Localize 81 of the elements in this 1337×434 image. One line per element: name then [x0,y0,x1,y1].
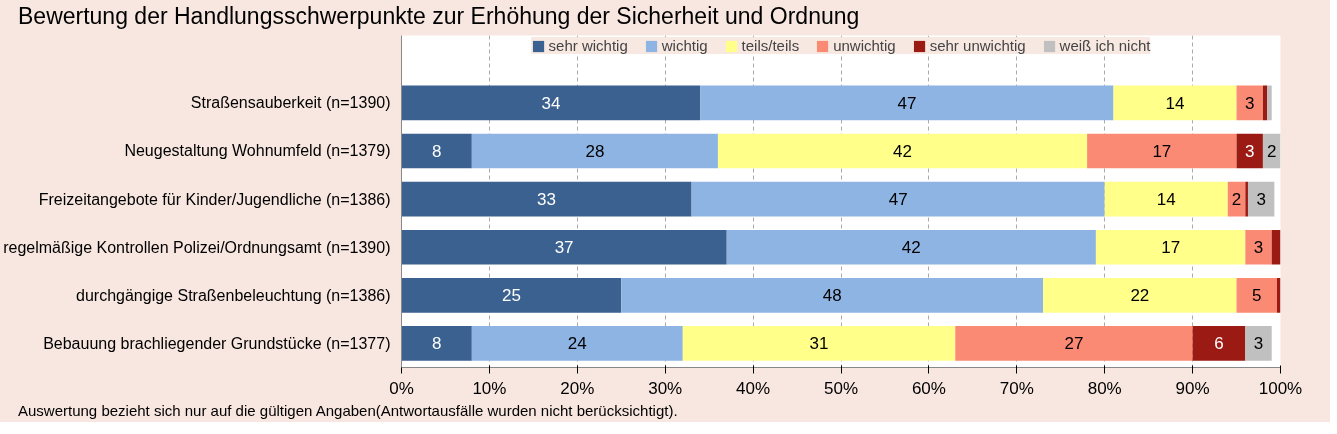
data-label: 5 [1252,286,1262,306]
bar [1245,229,1272,265]
data-label: 2 [1266,141,1277,161]
bar [471,326,683,361]
bar [401,85,701,121]
x-tick-label: 80% [1087,378,1122,398]
y-tick-label: Freizeitangebote für Kinder/Jugendliche (n=1386) [38,190,391,208]
data-label: 47 [897,93,917,113]
data-label: 17 [1161,238,1181,258]
data-label: 37 [554,238,574,258]
x-tick-label: 100% [1258,378,1303,398]
data-label: 25 [501,286,521,306]
data-label: 3 [1245,93,1255,113]
y-tick-label: Straßensauberkeit (n=1390) [190,94,391,112]
bar [1043,278,1237,313]
data-label: 27 [1064,334,1084,354]
data-label: 17 [1152,141,1172,161]
data-label: 24 [567,334,587,354]
data-label: 48 [822,286,842,306]
legend-label: sehr wichtig [548,37,628,54]
x-tick-label: 50% [823,378,859,398]
chart-title: Bewertung der Handlungsschwerpunkte zur Erhöhung der Sicherheit und Ordnung [18,2,860,31]
legend-label: teils/teils [741,37,800,54]
bar [691,181,1105,217]
x-tick-label: 40% [736,378,771,398]
x-tick-label: 0% [389,378,414,398]
bar [1267,85,1272,121]
bar [955,326,1193,361]
bar [401,181,692,217]
data-label: 8 [431,141,442,161]
text: Auswertung bezieht sich nur auf die gültigen Angaben(Antwortausfälle wurden nicht berücksichtigt). [18,401,678,421]
data-label: 3 [1256,190,1266,210]
bar [1192,326,1246,361]
x-tick-label: 70% [999,378,1034,398]
bar [401,278,622,313]
data-label: 3 [1253,238,1264,258]
bar [1095,229,1246,265]
bar [401,326,472,361]
bar [471,133,718,169]
y-tick-label: durchgängige Straßenbeleuchtung (n=1386) [76,286,391,304]
bar [1104,181,1228,217]
bar [682,326,956,361]
data-label: 14 [1156,190,1176,210]
data-label: 2 [1231,190,1242,210]
data-label: 33 [537,190,556,210]
bar [717,133,1088,169]
bar [726,229,1096,265]
x-tick-label: 20% [560,378,595,398]
bar [401,229,727,265]
y-tick-label: Bebauung brachliegender Grundstücke (n=1377) [43,334,391,352]
bar [1236,278,1277,313]
data-label: 6 [1214,334,1224,354]
legend-label: unwichtig [833,37,896,54]
bar [1245,326,1272,361]
data-label: 3 [1253,334,1264,354]
bar [1245,181,1248,217]
bar [621,278,1044,313]
x-tick-label: 10% [472,378,507,398]
bar [700,85,1114,121]
x-tick-label: 30% [648,378,683,398]
data-label: 3 [1245,141,1255,161]
data-label: 42 [893,141,912,161]
bar [1113,85,1237,121]
bar [401,133,472,169]
data-label: 42 [901,238,921,258]
legend-label: weiß ich nicht [1059,37,1151,54]
bar [1087,133,1237,169]
data-label: 22 [1130,286,1150,306]
legend-label: sehr unwichtig [929,37,1026,54]
data-label: 34 [541,93,561,113]
x-tick-label: 60% [911,378,946,398]
x-tick-label: 90% [1175,378,1210,398]
data-label: 8 [431,334,442,354]
legend-label: wichtig [661,37,708,54]
y-tick-label: regelmäßige Kontrollen Polizei/Ordnungsamt (n=1390) [3,238,391,256]
data-label: 31 [809,334,829,354]
data-label: 28 [585,141,605,161]
y-tick-label: Neugestaltung Wohnumfeld (n=1379) [124,142,391,160]
bar [1271,229,1281,265]
data-label: 47 [888,190,908,210]
data-label: 14 [1165,93,1185,113]
